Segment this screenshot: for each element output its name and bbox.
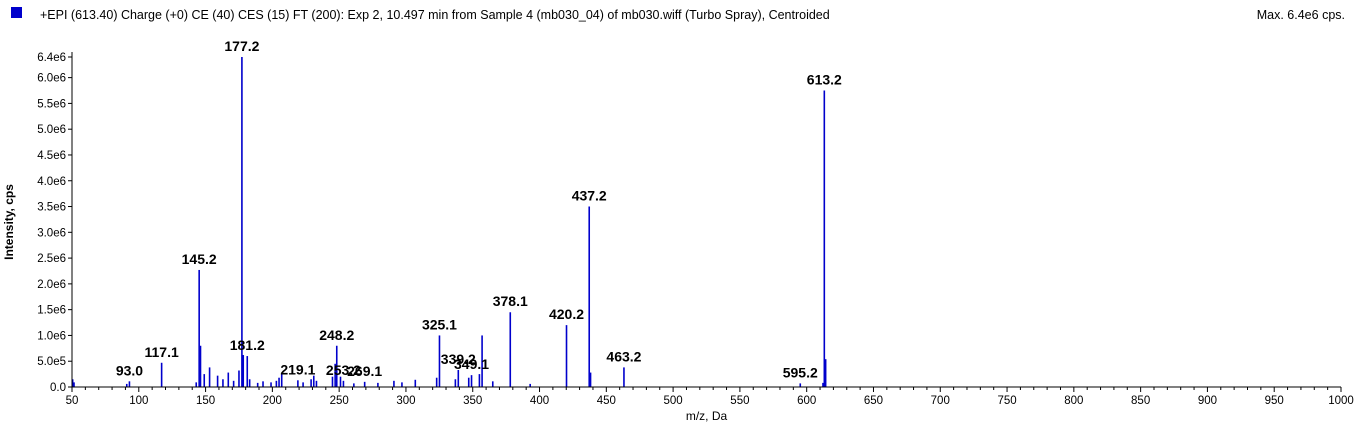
peak-label: 339.2	[441, 351, 476, 367]
x-tick-label: 500	[664, 395, 683, 407]
y-tick-label: 4.0e6	[37, 176, 66, 188]
x-tick-label: 600	[797, 395, 816, 407]
x-tick-label: 800	[1064, 395, 1083, 407]
peak-label: 349.1	[454, 356, 489, 372]
peak-series	[71, 57, 827, 387]
x-tick-label: 50	[66, 395, 79, 407]
y-axis-ticks: 0.0 5.0e5 1.0e6 1.5e6 2.0e6 2.5e6 3.0e6 3.5e6 4.…	[37, 52, 72, 394]
y-tick-label: 5.0e6	[37, 124, 66, 136]
y-tick-label: 0.0	[50, 382, 66, 394]
peak-label: 93.0	[116, 362, 143, 378]
y-tick-label: 6.0e6	[37, 73, 66, 85]
y-tick-label: 2.5e6	[37, 253, 66, 265]
peak-label: 145.2	[182, 251, 217, 267]
y-tick-label: 5.0e5	[37, 356, 66, 368]
peak-label: 219.1	[280, 361, 315, 377]
x-axis-label: m/z, Da	[686, 409, 728, 423]
peak-label: 420.2	[549, 306, 584, 322]
y-tick-label: 3.0e6	[37, 227, 66, 239]
x-tick-label: 700	[931, 395, 950, 407]
peak-label: 463.2	[606, 348, 641, 364]
y-tick-label: 4.5e6	[37, 150, 66, 162]
peak-label: 325.1	[422, 316, 457, 332]
peak-label: 253.2	[326, 362, 361, 378]
max-intensity-readout: Max. 6.4e6 cps.	[1256, 8, 1345, 22]
peak-label: 378.1	[493, 293, 528, 309]
peak-label: 613.2	[807, 72, 842, 88]
y-axis-label: Intensity, cps	[2, 184, 16, 260]
x-axis-ticks: 50 100 150 200 250 300 350 400 450 500 550 600 650 70…	[66, 387, 1354, 407]
peak-label: 177.2	[224, 38, 259, 54]
x-tick-label: 100	[129, 395, 148, 407]
spectrum-title: +EPI (613.40) Charge (+0) CE (40) CES (1…	[40, 8, 830, 22]
x-tick-label: 650	[864, 395, 883, 407]
x-tick-label: 450	[597, 395, 616, 407]
x-tick-label: 1000	[1328, 395, 1354, 407]
y-tick-label: 1.5e6	[37, 305, 66, 317]
x-tick-label: 950	[1265, 395, 1284, 407]
y-tick-label: 5.5e6	[37, 98, 66, 110]
y-tick-label: 1.0e6	[37, 330, 66, 342]
peak-label: 181.2	[230, 337, 265, 353]
y-tick-label: 6.4e6	[37, 52, 66, 64]
peak-label: 437.2	[572, 188, 607, 204]
x-tick-label: 150	[196, 395, 215, 407]
x-tick-label: 550	[730, 395, 749, 407]
y-tick-label: 2.0e6	[37, 279, 66, 291]
x-tick-label: 200	[263, 395, 282, 407]
x-tick-label: 900	[1198, 395, 1217, 407]
x-tick-label: 300	[396, 395, 415, 407]
x-tick-label: 350	[463, 395, 482, 407]
y-tick-label: 3.5e6	[37, 202, 66, 214]
series-color-marker	[11, 7, 22, 18]
peak-label: 595.2	[783, 364, 818, 380]
x-tick-label: 400	[530, 395, 549, 407]
x-tick-label: 850	[1131, 395, 1150, 407]
x-tick-label: 750	[997, 395, 1016, 407]
x-tick-label: 250	[330, 395, 349, 407]
peak-label: 117.1	[144, 344, 178, 360]
peak-label: 248.2	[319, 327, 354, 343]
peak-label: 269.1	[347, 363, 382, 379]
